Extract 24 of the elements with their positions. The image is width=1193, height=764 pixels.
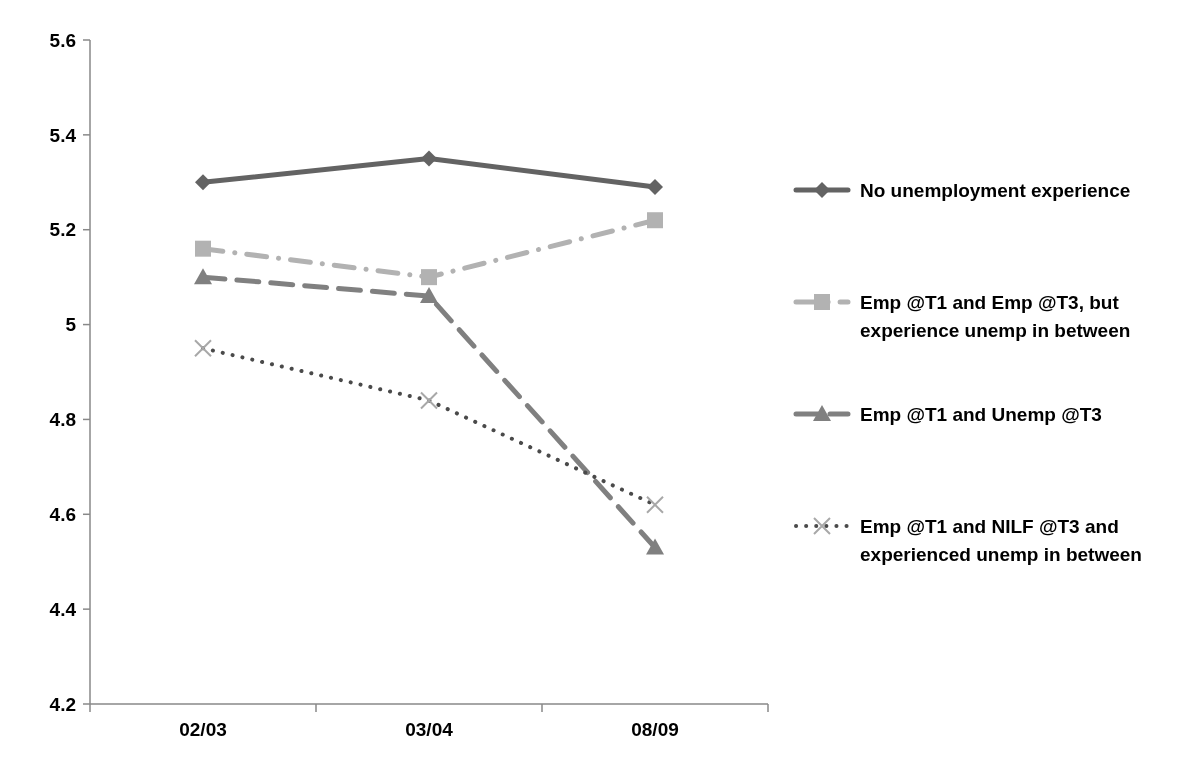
legend-label: Emp @T1 and NILF @T3 and experienced unemp in between [860, 515, 1142, 565]
point [421, 269, 437, 286]
point [647, 179, 663, 196]
point [647, 212, 663, 229]
point [194, 268, 212, 285]
x-tick-label: 03/04 [405, 719, 454, 740]
y-tick-label: 4.2 [49, 693, 76, 715]
y-tick-label: 5.6 [49, 29, 76, 51]
y-tick-label: 5 [65, 314, 77, 336]
x-tick-label: 08/09 [631, 719, 679, 740]
legend-label: No unemployment experience [860, 179, 1131, 201]
x-tick-label: 02/03 [179, 719, 227, 740]
legend-label: Emp @T1 and Emp @T3, but experience unemp in between [860, 291, 1131, 341]
point [420, 287, 438, 304]
point [646, 538, 664, 555]
point [421, 150, 437, 167]
y-tick-label: 4.8 [49, 409, 76, 431]
y-tick-label: 5.2 [49, 219, 76, 241]
legend-label: Emp @T1 and Unemp @T3 [860, 403, 1102, 425]
y-tick-label: 4.6 [49, 503, 76, 525]
y-tick-label: 4.4 [49, 598, 77, 620]
point [195, 240, 211, 257]
y-tick-label: 5.4 [49, 124, 77, 146]
point [195, 174, 211, 191]
